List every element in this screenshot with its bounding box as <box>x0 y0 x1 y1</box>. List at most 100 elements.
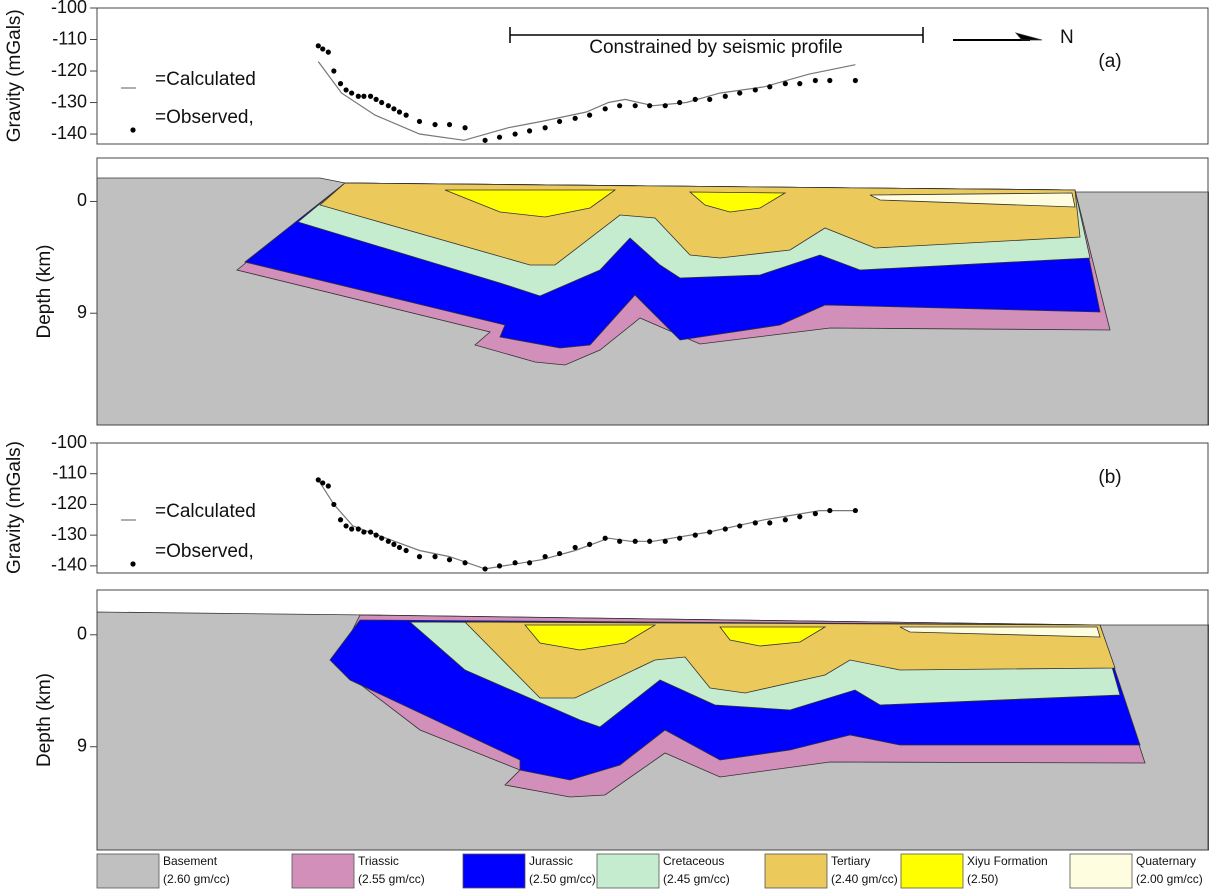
observed-point <box>662 538 668 544</box>
legend-name: Basement <box>163 854 218 868</box>
section-a <box>96 177 1209 426</box>
observed-point <box>482 566 488 572</box>
observed-point <box>355 526 361 532</box>
y-tick-label: -100 <box>51 432 87 452</box>
observed-point <box>331 501 337 508</box>
observed-point <box>367 529 374 535</box>
observed-point <box>707 96 713 102</box>
observed-point <box>331 68 337 74</box>
y-tick-label: -120 <box>51 60 87 80</box>
observed-point <box>355 93 361 99</box>
y-tick-label: 9 <box>77 735 87 755</box>
observed-point <box>512 131 518 137</box>
legend-swatch <box>291 853 355 889</box>
observed-point <box>403 547 409 554</box>
legend-density: (2.55 gm/cc) <box>358 872 425 886</box>
observed-point <box>782 517 788 523</box>
north-arrow <box>953 32 1043 41</box>
observed-point <box>526 560 533 566</box>
observed-point <box>797 514 803 520</box>
observed-point <box>587 112 593 118</box>
legend-swatch <box>900 853 964 889</box>
observed-point <box>343 87 349 93</box>
y-tick-label: -100 <box>51 0 87 17</box>
frame <box>96 157 1209 426</box>
observed-point <box>349 526 355 532</box>
observed-point <box>385 538 391 544</box>
legend-swatch <box>462 853 526 889</box>
legend-swatch <box>130 127 136 133</box>
observed-point <box>482 137 488 143</box>
annotation: Constrained by seismic profile <box>589 37 842 58</box>
observed-point <box>812 77 818 84</box>
xiyu <box>444 189 617 218</box>
observed-point <box>752 520 758 526</box>
legend-swatch <box>596 853 660 889</box>
observed-point <box>337 81 344 87</box>
observed-point <box>602 535 608 541</box>
observed-point <box>361 529 367 535</box>
observed-point <box>556 550 563 557</box>
observed-point <box>827 507 833 514</box>
observed-point <box>572 115 578 121</box>
y-tick-label: -140 <box>51 555 87 575</box>
legend-label: =Observed, <box>155 107 254 128</box>
observed-point <box>587 541 593 547</box>
legend-density: (2.50 gm/cc) <box>529 872 596 886</box>
observed-point <box>542 554 548 560</box>
section-b <box>96 611 1209 851</box>
observed-point <box>632 103 638 109</box>
observed-point <box>632 538 638 544</box>
frame <box>96 7 1209 145</box>
legend-density: (2.40 gm/cc) <box>831 872 898 886</box>
y-tick-label: -110 <box>52 28 87 48</box>
observed-point <box>852 507 858 514</box>
legend-label: =Calculated <box>155 69 256 90</box>
observed-point <box>767 84 773 90</box>
y-tick-label: -110 <box>52 462 87 482</box>
legend-swatch <box>96 853 160 889</box>
annotation: (b) <box>1098 467 1121 488</box>
y-tick-label: 9 <box>77 302 87 322</box>
observed-point <box>722 93 728 99</box>
observed-point <box>446 557 453 563</box>
y-tick-label: -130 <box>51 91 87 111</box>
observed-point <box>692 532 698 538</box>
y-tick-label: -120 <box>51 493 87 513</box>
observed-point <box>337 517 344 523</box>
y-tick-label: -140 <box>51 123 87 143</box>
observed-point <box>396 109 403 115</box>
legend-label: =Calculated <box>155 501 256 522</box>
y-axis-label: Depth (km) <box>34 245 55 339</box>
legend-density: (2.45 gm/cc) <box>663 872 730 886</box>
observed-point <box>379 99 385 106</box>
observed-point <box>373 96 379 102</box>
observed-point <box>752 87 758 93</box>
observed-point <box>361 93 367 99</box>
legend-density: (2.60 gm/cc) <box>163 872 230 886</box>
observed-point <box>391 541 397 547</box>
observed-point <box>315 477 321 483</box>
observed-point <box>416 118 423 125</box>
legend-name: Cretaceous <box>663 854 724 868</box>
legend-label: =Observed, <box>155 541 254 562</box>
observed-point <box>512 560 518 566</box>
observed-point <box>852 77 858 84</box>
annotation: N <box>1060 27 1074 48</box>
observed-point <box>542 125 548 131</box>
observed-point <box>349 90 355 96</box>
observed-point <box>462 560 468 566</box>
observed-point <box>496 563 503 569</box>
legend-swatch <box>764 853 828 889</box>
legend-name: Tertiary <box>831 854 870 868</box>
observed-point <box>602 106 608 112</box>
observed-point <box>767 520 773 526</box>
observed-point <box>320 46 326 52</box>
observed-point <box>446 121 453 128</box>
observed-point <box>647 538 653 544</box>
observed-point <box>526 128 533 134</box>
legend-name: Xiyu Formation <box>967 854 1048 868</box>
observed-point <box>325 49 331 55</box>
